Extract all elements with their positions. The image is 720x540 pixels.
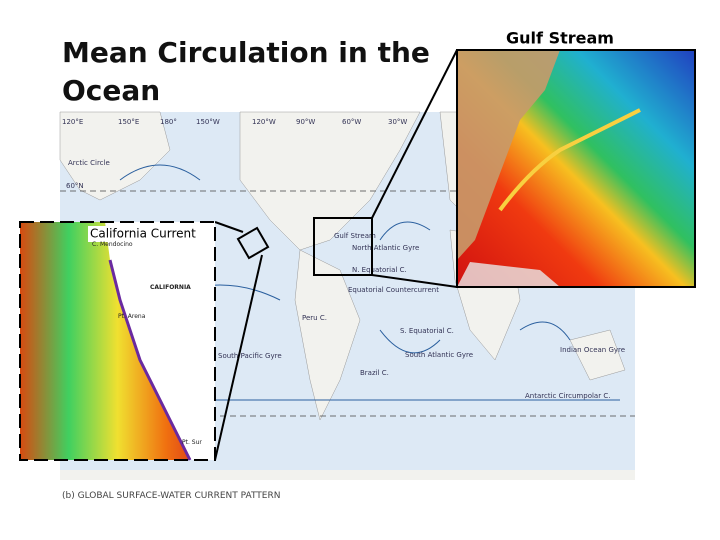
callout-line [214,221,244,233]
map-label: 120°E [62,118,83,126]
map-label: 30°W [388,118,407,126]
map-label: North Atlantic Gyre [352,244,419,252]
map-label: Gulf Stream [334,232,376,240]
map-label: Arctic Circle [68,159,110,167]
map-label: 180° [160,118,177,126]
callout-line [371,274,458,288]
callout-line [371,49,458,219]
place-label: Pt. Arena [118,313,146,320]
california-callout-box [236,226,270,260]
map-label: Indian Ocean Gyre [560,346,625,354]
map-label: 60°W [342,118,361,126]
inset-label: California Current [90,227,196,241]
map-label: 120°W [252,118,276,126]
gulf-stream-inset [456,49,696,288]
map-label: Peru C. [302,314,327,322]
map-label: 60°N [66,182,84,190]
map-label: South Atlantic Gyre [405,351,473,359]
map-label: Antarctic Circumpolar C. [525,392,610,400]
map-label: Brazil C. [360,369,389,377]
map-caption: (b) GLOBAL SURFACE-WATER CURRENT PATTERN [62,491,280,501]
map-label: N. Equatorial C. [352,266,407,274]
place-label: CALIFORNIA [150,284,191,291]
label-bg [88,226,210,242]
inset-label: Gulf Stream [506,29,614,48]
map-label: Equatorial Countercurrent [348,286,439,294]
gulf-callout-box [313,217,373,276]
callout-line [214,254,263,461]
california-inset [19,221,216,461]
place-label: C. Mendocino [92,241,133,248]
map-label: 150°W [196,118,220,126]
place-label: Pt. Sur [182,439,202,446]
map-label: South Pacific Gyre [218,352,282,360]
slide-title: Mean Circulation in the Ocean [62,36,430,107]
map-label: S. Equatorial C. [400,327,454,335]
map-label: 150°E [118,118,139,126]
map-label: 90°W [296,118,315,126]
